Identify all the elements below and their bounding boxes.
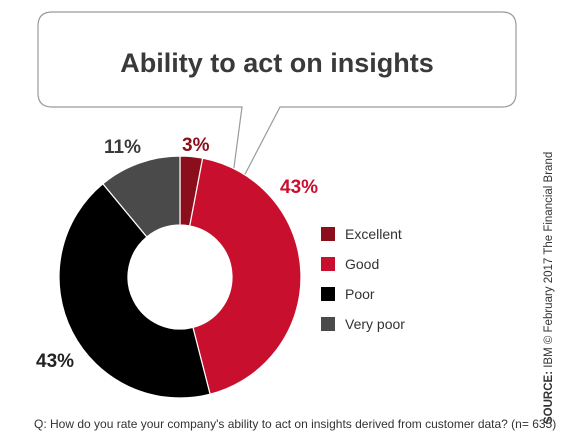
donut-slices [58,155,302,399]
source-text: IBM © February 2017 The Financial Brand [543,152,555,371]
legend-label-poor: Poor [345,286,375,302]
value-label-poor: 43% [36,351,74,372]
legend-swatch-poor [321,287,335,301]
legend-label-very-poor: Very poor [345,316,405,332]
survey-question: Q: How do you rate your company's abilit… [34,417,556,431]
source-credit: SOURCE: IBM © February 2017 The Financia… [543,152,555,424]
slice-very-poor [102,155,181,238]
legend-swatch-very-poor [321,317,335,331]
value-label-excellent: 3% [182,135,210,156]
legend-swatch-excellent [321,227,335,241]
legend-swatch-good [321,257,335,271]
chart-title: Ability to act on insights [120,48,434,78]
slice-good [189,157,302,395]
value-label-good: 43% [280,177,318,198]
legend: Excellent Good Poor Very poor [321,226,405,332]
value-label-very-poor: 11% [104,137,141,158]
source-label: SOURCE: [543,371,555,424]
slice-poor [58,182,211,399]
legend-label-good: Good [345,256,379,272]
legend-label-excellent: Excellent [345,226,402,242]
title-bubble [37,11,517,206]
